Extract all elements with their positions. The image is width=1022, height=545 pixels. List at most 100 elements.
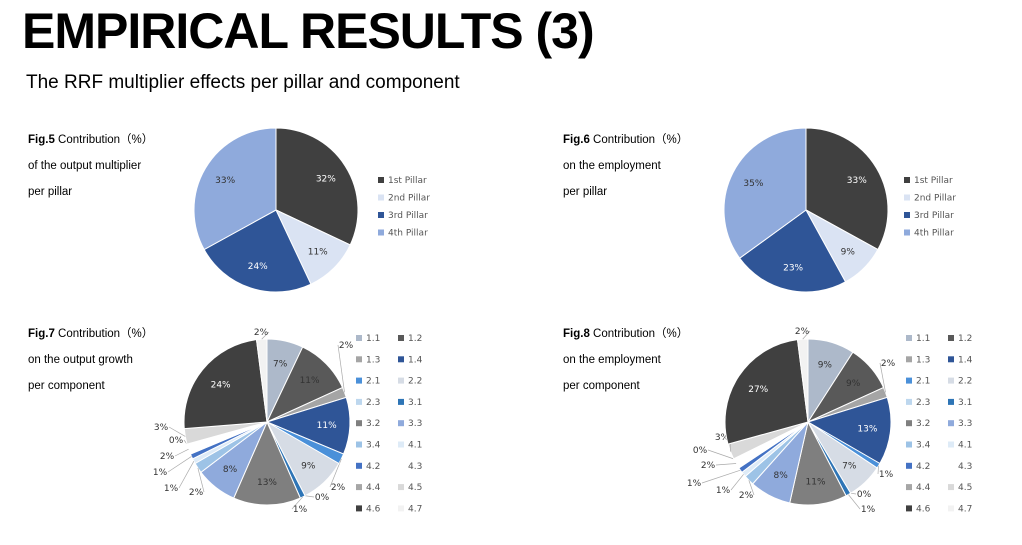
legend-label: 4.7	[408, 504, 422, 514]
legend-label: 4.2	[916, 462, 930, 472]
legend-swatch	[398, 398, 404, 405]
data-label: 11%	[317, 421, 337, 431]
data-label: 9%	[818, 361, 833, 371]
legend-swatch	[378, 229, 384, 236]
data-label: 1%	[861, 505, 876, 515]
data-label: 13%	[257, 478, 277, 488]
caption-line: per pillar	[563, 186, 608, 198]
pie-slice	[203, 209, 312, 293]
page-title: EMPIRICAL RESULTS (3)	[22, 3, 595, 59]
pie-slice	[806, 396, 892, 465]
caption-line: on the employment	[563, 160, 661, 172]
data-label: 3%	[715, 433, 730, 443]
legend-label: 2nd Pillar	[388, 194, 430, 204]
legend-label: 1.3	[366, 355, 380, 365]
pie-slice	[724, 339, 809, 445]
data-label: 0%	[857, 490, 872, 500]
legend-swatch	[398, 505, 404, 512]
data-label: 2%	[160, 452, 175, 462]
pie-slice	[738, 209, 847, 293]
legend-swatch	[906, 484, 912, 491]
pie-fig8: 9% 1.1 9% 1.2 2% 1.3 13% 1.4 1% 2.1 7% 2.2 0% 2.3 1% 3.…	[687, 327, 973, 515]
legend-label: 4.3	[408, 462, 422, 472]
legend-label: 3.1	[958, 398, 972, 408]
legend-label: 2.1	[366, 377, 380, 387]
data-label: 9%	[846, 379, 861, 389]
legend-swatch	[398, 356, 404, 363]
data-label: 8%	[773, 471, 788, 481]
data-label: 0%	[315, 493, 330, 503]
legend-swatch	[398, 484, 404, 491]
pie-slice	[723, 127, 807, 259]
leader-line	[730, 474, 744, 491]
data-label: 2%	[339, 341, 354, 351]
legend-label: 4.6	[366, 504, 381, 514]
legend-label: 3.4	[916, 441, 931, 451]
legend-label: 2.1	[916, 377, 930, 387]
legend-label: 1.1	[916, 334, 930, 344]
pie-slice	[796, 338, 809, 423]
legend-swatch	[906, 356, 912, 363]
legend-label: 1.4	[408, 355, 423, 365]
pie-slice	[233, 420, 301, 506]
legend-swatch	[378, 177, 384, 183]
data-label: 2%	[701, 461, 716, 471]
data-label: 1%	[879, 470, 894, 480]
page-subtitle: The RRF multiplier effects per pillar an…	[26, 72, 460, 93]
legend-swatch	[948, 335, 954, 341]
leader-line	[329, 458, 342, 488]
legend-label: 2.2	[408, 377, 422, 387]
legend-swatch	[948, 484, 954, 491]
leader-line	[174, 448, 189, 457]
legend-swatch	[904, 177, 910, 183]
pie-slice	[183, 339, 268, 430]
legend-label: 3.4	[366, 441, 381, 451]
legend-label: 4.4	[916, 483, 931, 493]
leader-line	[850, 492, 857, 495]
legend-label: 4.5	[958, 483, 972, 493]
legend-swatch	[356, 462, 362, 469]
leader-line	[291, 496, 303, 510]
caption-line: Contribution（%）	[589, 328, 689, 340]
pie-slice	[255, 338, 268, 423]
leader-line	[701, 469, 741, 484]
leader-line	[715, 463, 737, 466]
legend-swatch	[356, 484, 362, 491]
fig7-caption: Fig.7 Contribution（%） on the output grow…	[28, 321, 153, 399]
leader-line	[877, 465, 879, 475]
pie-slice	[805, 127, 889, 251]
fig-label: Fig.8	[563, 328, 590, 340]
legend-swatch	[906, 398, 912, 405]
leader-line	[167, 456, 192, 473]
legend-label: 2.3	[916, 398, 930, 408]
legend-label: 4.4	[366, 483, 381, 493]
legend-swatch	[356, 356, 362, 363]
legend-label: 1.2	[408, 334, 422, 344]
leader-line	[197, 467, 205, 493]
legend-label: 3rd Pillar	[388, 211, 428, 221]
data-label: 9%	[841, 248, 856, 258]
legend-swatch	[906, 420, 912, 427]
caption-line: Contribution（%）	[54, 134, 154, 146]
legend-label: 3rd Pillar	[914, 211, 954, 221]
caption-line: per component	[563, 380, 640, 392]
legend-swatch	[378, 194, 384, 201]
leader-line	[707, 449, 734, 460]
legend-swatch	[398, 462, 404, 469]
fig-label: Fig.6	[563, 134, 590, 146]
legend-label: 4.1	[958, 441, 972, 451]
data-label: 9%	[301, 461, 316, 471]
data-label: 13%	[857, 425, 877, 435]
legend-label: 2.2	[958, 377, 972, 387]
leader-line	[802, 330, 811, 340]
leader-line	[848, 494, 861, 510]
legend-label: 3.3	[408, 419, 422, 429]
data-label: 1%	[687, 479, 702, 489]
leader-line	[304, 495, 315, 498]
data-label: 24%	[248, 262, 268, 272]
legend-swatch	[904, 229, 910, 236]
data-label: 2%	[739, 491, 754, 501]
legend-label: 3.2	[916, 419, 930, 429]
legend-label: 3.1	[408, 398, 422, 408]
